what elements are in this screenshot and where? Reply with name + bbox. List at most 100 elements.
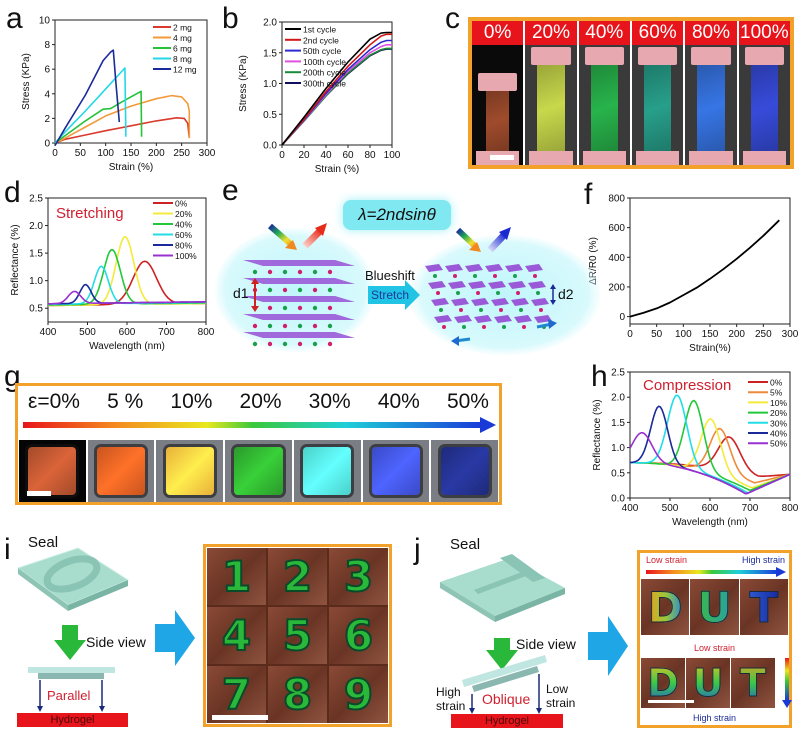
result-arrow-icon xyxy=(155,610,195,666)
panel-label-b: b xyxy=(222,2,239,35)
hydrogel-square xyxy=(303,447,352,495)
oblique-stamp-side xyxy=(462,655,547,714)
strain-photo: 60% xyxy=(631,21,684,165)
particle xyxy=(327,287,333,293)
photonic-layers-unstretched xyxy=(243,260,355,347)
legend-label: 50th cycle xyxy=(303,46,342,56)
digit-tile: 5 xyxy=(268,607,327,664)
x-tick-label: 0 xyxy=(52,148,58,159)
nanosheet-piece xyxy=(505,264,523,272)
particle xyxy=(536,291,540,295)
particle xyxy=(282,323,288,329)
letter-pattern: U xyxy=(692,661,724,706)
compression-photo xyxy=(293,440,361,502)
nanosheet-piece xyxy=(525,264,543,272)
panel-label-f: f xyxy=(584,178,593,211)
x-tick-label: 100 xyxy=(384,150,401,161)
particle xyxy=(327,305,333,311)
legend-item: 60% xyxy=(153,230,192,240)
legend-item: 12 mg xyxy=(153,65,197,75)
x-axis-label: Strain (%) xyxy=(109,162,153,173)
y-tick-label: 0.5 xyxy=(29,304,43,315)
x-tick-label: 50 xyxy=(651,329,663,340)
particle xyxy=(522,325,526,329)
x-axis-label: Wavelength (nm) xyxy=(672,517,748,528)
hydrogel-strip xyxy=(750,65,778,151)
strain-gradient-arrow xyxy=(23,417,496,433)
x-tick-label: 150 xyxy=(123,148,140,159)
y-tick-label: 0.0 xyxy=(611,494,625,505)
scale-bar-j xyxy=(648,700,694,703)
x-tick-label: 800 xyxy=(198,327,215,338)
hydrogel-square xyxy=(234,447,283,495)
particle xyxy=(267,323,273,329)
d2-arrow-icon xyxy=(550,284,556,305)
strain-label: 5 % xyxy=(107,390,144,413)
seal-label: Seal xyxy=(28,534,59,551)
chart-title: Compression xyxy=(643,377,731,394)
panel-label-h: h xyxy=(591,360,608,393)
x-tick-label: 50 xyxy=(75,148,87,159)
strain-header: 40% xyxy=(578,21,630,45)
stretch-direction-arrow-right xyxy=(536,319,557,329)
clip-top xyxy=(637,47,678,65)
parallel-label: Parallel xyxy=(47,688,91,703)
y-axis-label: Stress (KPa) xyxy=(238,55,249,112)
nanosheet-layer xyxy=(243,314,355,320)
letter-tile: U xyxy=(686,658,730,708)
compression-photo xyxy=(362,440,430,502)
clip-top xyxy=(531,47,571,65)
digit-tile: 3 xyxy=(329,548,388,605)
particle xyxy=(297,287,303,293)
legend-label: 200th cycle xyxy=(303,68,346,78)
digit-pattern: 4 xyxy=(221,610,252,661)
panel-g-frame: ε=0% 5 % 10% 20% 30% 40% 50% xyxy=(15,383,502,505)
particle xyxy=(312,305,318,311)
legend-item: 0% xyxy=(153,199,188,209)
nanosheet-piece xyxy=(431,298,449,306)
particle xyxy=(433,274,437,278)
hydrogel-bar-j xyxy=(451,714,563,728)
high-strain-label: High strain xyxy=(436,685,466,713)
plot-frame xyxy=(629,197,791,325)
stretch-direction-arrow-left xyxy=(451,336,471,346)
particle xyxy=(267,341,273,347)
hydrogel-label: Hydrogel xyxy=(50,714,95,726)
particle xyxy=(297,323,303,329)
particle xyxy=(312,287,318,293)
y-tick-label: 800 xyxy=(608,194,625,205)
letter-tile: D xyxy=(641,658,685,708)
letter-pattern: T xyxy=(749,582,779,632)
letter-tile: T xyxy=(731,658,775,708)
y-axis-label: ΔR/R0 (%) xyxy=(588,237,599,285)
incident-light-arrow-left xyxy=(268,223,297,250)
series-line xyxy=(629,432,791,495)
particle xyxy=(252,341,258,347)
series-line xyxy=(48,290,206,305)
clip-bottom xyxy=(582,151,626,165)
panel-label-c: c xyxy=(445,2,460,35)
strain-gradient-arrow-j xyxy=(646,567,786,577)
particle xyxy=(482,325,486,329)
nanosheet-piece xyxy=(468,281,486,289)
digit-tile: 6 xyxy=(329,607,388,664)
digit-pattern: 3 xyxy=(343,551,374,602)
hydrogel-square xyxy=(165,447,214,495)
digit-tile: 2 xyxy=(268,548,327,605)
strain-header: 20% xyxy=(525,21,577,45)
x-tick-label: 300 xyxy=(782,329,799,340)
nanosheet-piece xyxy=(428,281,446,289)
legend-label: 50% xyxy=(770,439,787,449)
low-strain-label: Low strain xyxy=(546,682,576,710)
x-axis-label: Strain (%) xyxy=(315,164,359,175)
legend-item: 4 mg xyxy=(153,33,192,43)
series-line xyxy=(47,260,206,307)
particle xyxy=(267,269,273,275)
nanosheet-layer xyxy=(243,260,355,266)
gradient-high-label: High strain xyxy=(741,555,785,565)
legend-item: 100% xyxy=(153,251,197,261)
digit-pattern: 1 xyxy=(221,551,252,602)
legend-label: 100th cycle xyxy=(303,57,346,67)
nanosheet-piece xyxy=(425,264,443,272)
